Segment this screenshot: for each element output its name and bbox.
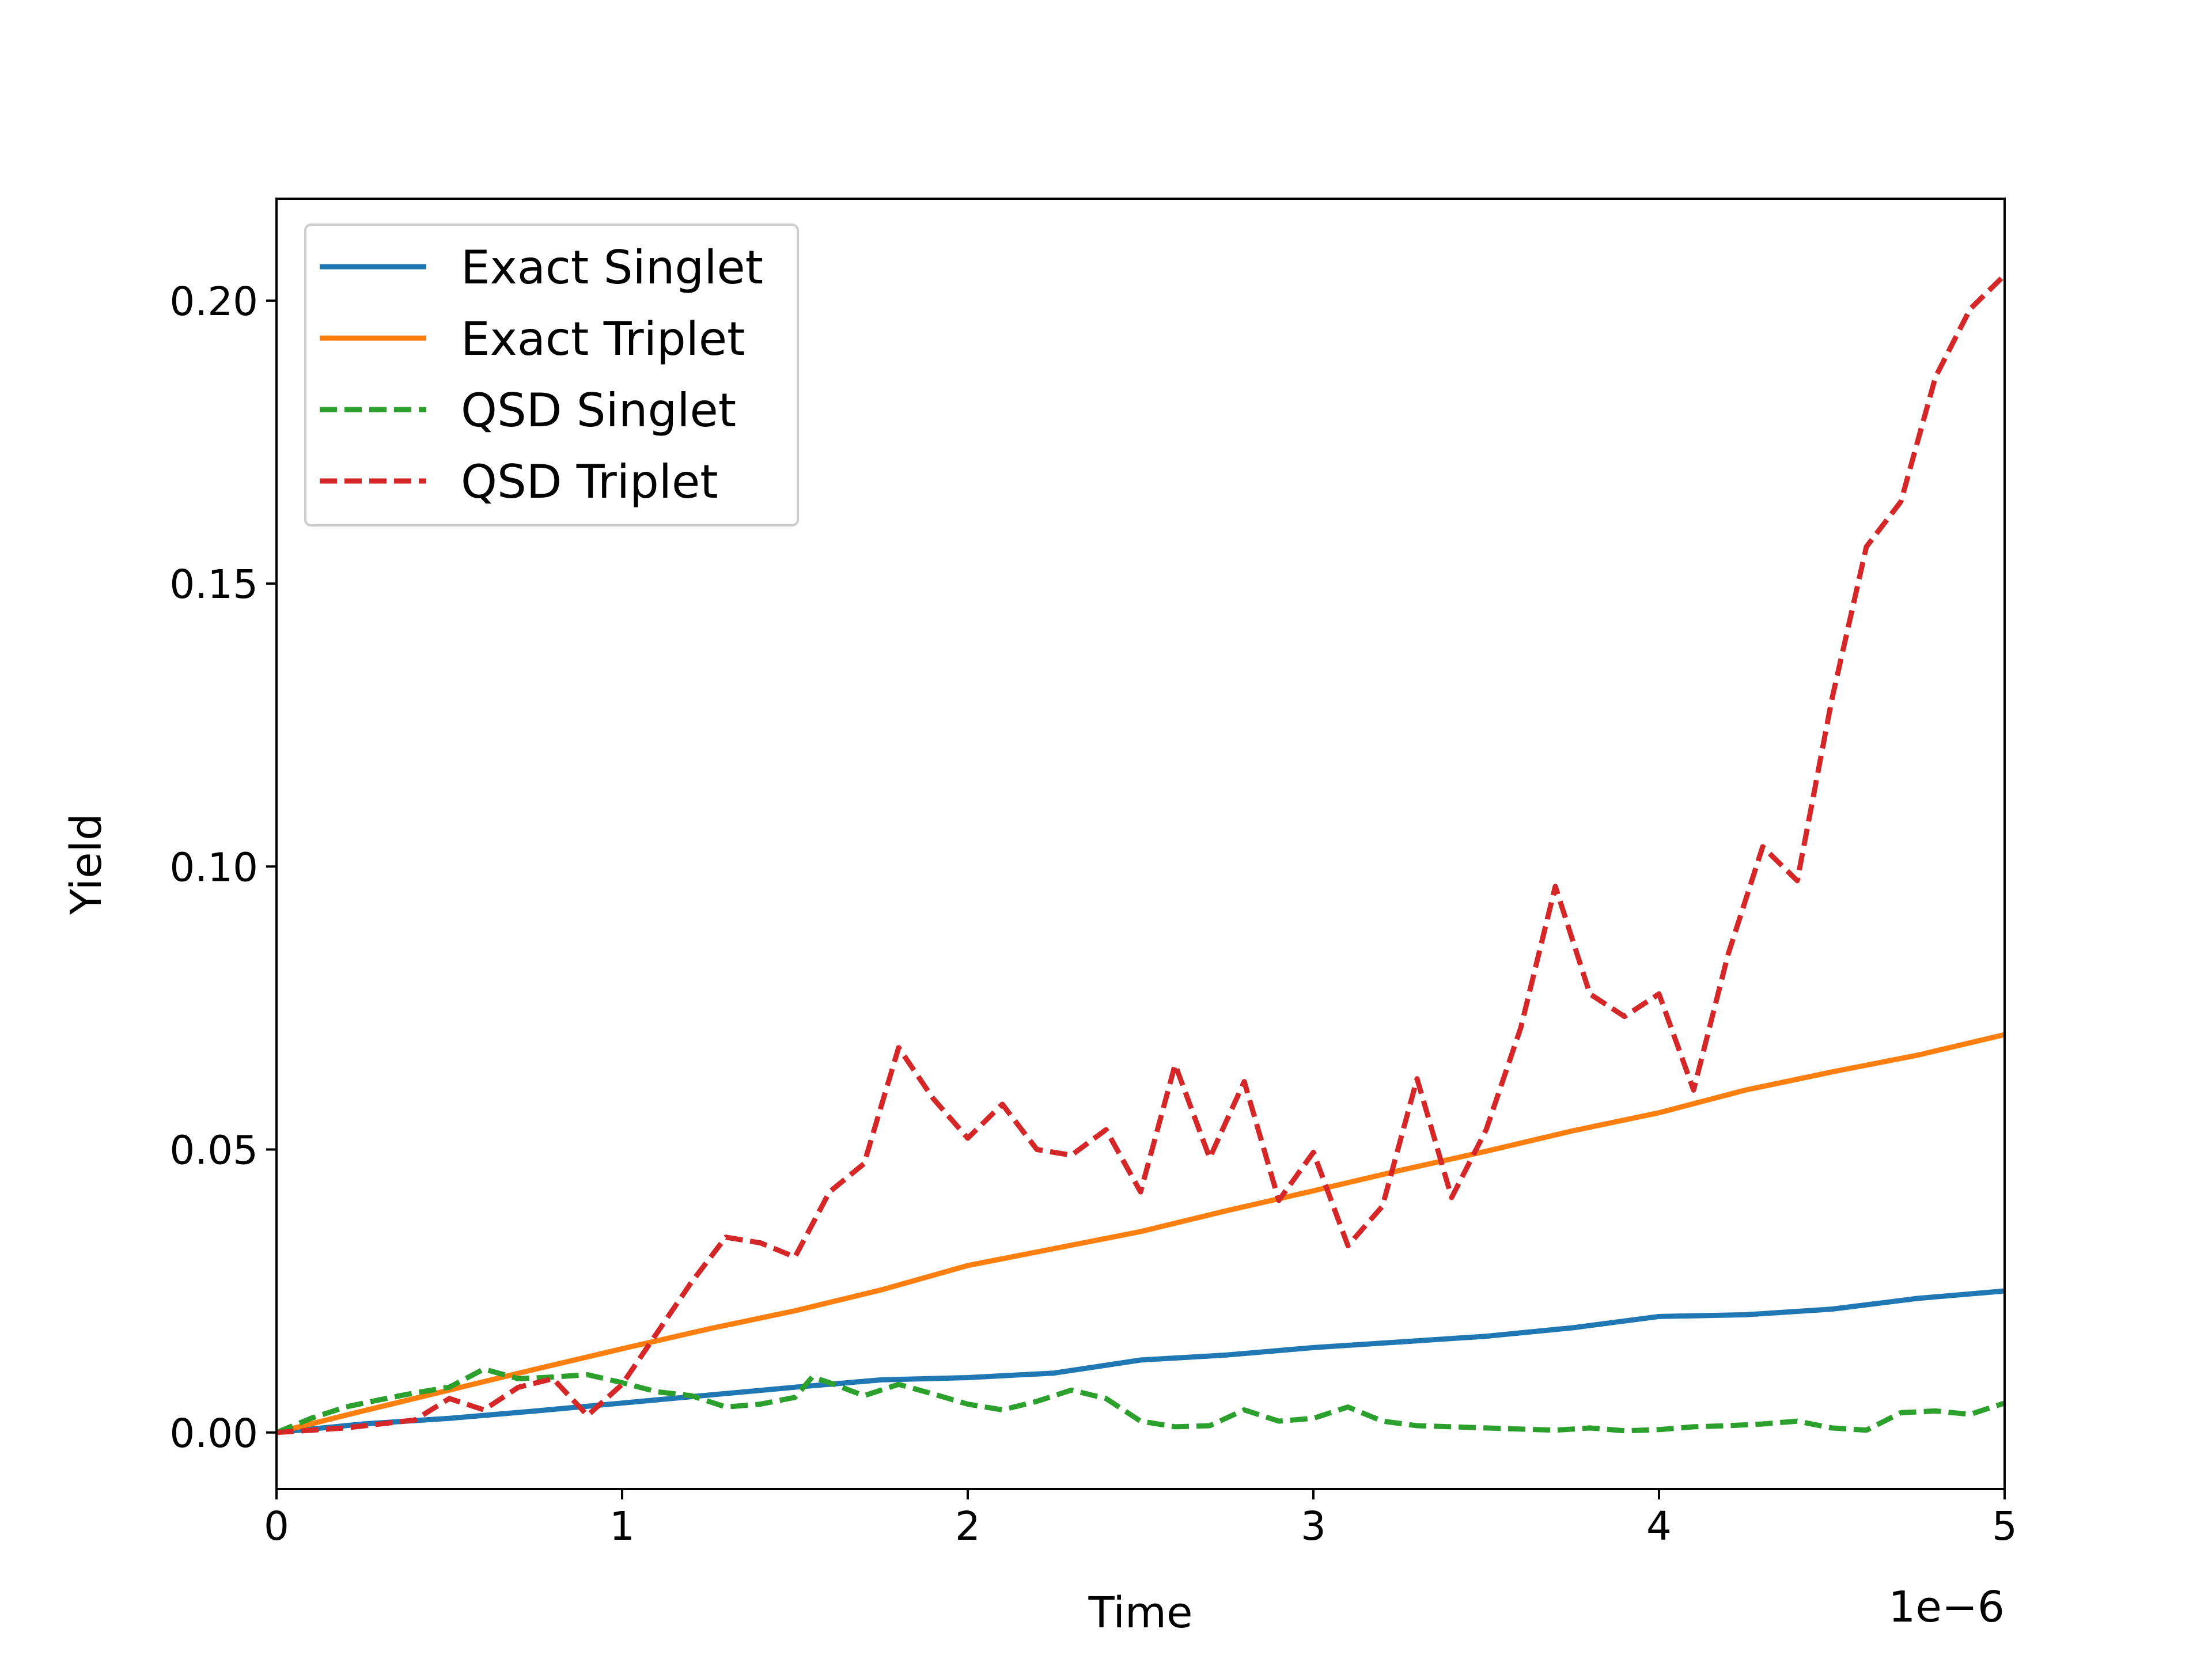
x-tick-label: 5	[1992, 1503, 2017, 1550]
x-tick-label: 2	[955, 1503, 980, 1550]
y-tick-label: 0.00	[169, 1411, 258, 1457]
y-tick-label: 0.05	[169, 1128, 258, 1174]
series-layer	[275, 273, 2007, 1435]
series-line-2	[275, 1032, 2006, 1435]
y-tick-label: 0.10	[169, 844, 258, 891]
legend-label: QSD Singlet	[461, 384, 736, 437]
x-tick-label: 0	[264, 1503, 289, 1550]
axes-frame	[275, 198, 2006, 1490]
legend-label: QSD Triplet	[461, 455, 718, 509]
legend: Exact Singlet Exact Triplet QSD Singlet QSD…	[304, 224, 799, 527]
x-offset-label: 1e−6	[1888, 1582, 2005, 1632]
x-axis-label: Time	[1088, 1588, 1192, 1638]
x-tick-label: 4	[1646, 1503, 1672, 1550]
x-tick-label: 1	[609, 1503, 635, 1550]
y-axis: 0.00 0.05 0.10 0.15 0.20	[169, 279, 276, 1457]
x-axis: 0 1 2 3 4 5	[264, 1489, 2017, 1550]
series-line-3	[275, 1366, 2006, 1435]
series-line-4	[276, 273, 2007, 1435]
y-tick-label: 0.15	[169, 562, 258, 608]
y-axis-label: Yield	[62, 813, 111, 915]
legend-label: Exact Singlet	[461, 241, 763, 294]
series-line-1	[276, 1288, 2005, 1435]
x-tick-label: 3	[1301, 1503, 1326, 1550]
legend-box	[304, 224, 799, 527]
legend-label: Exact Triplet	[461, 312, 745, 366]
y-tick-label: 0.20	[169, 279, 258, 325]
